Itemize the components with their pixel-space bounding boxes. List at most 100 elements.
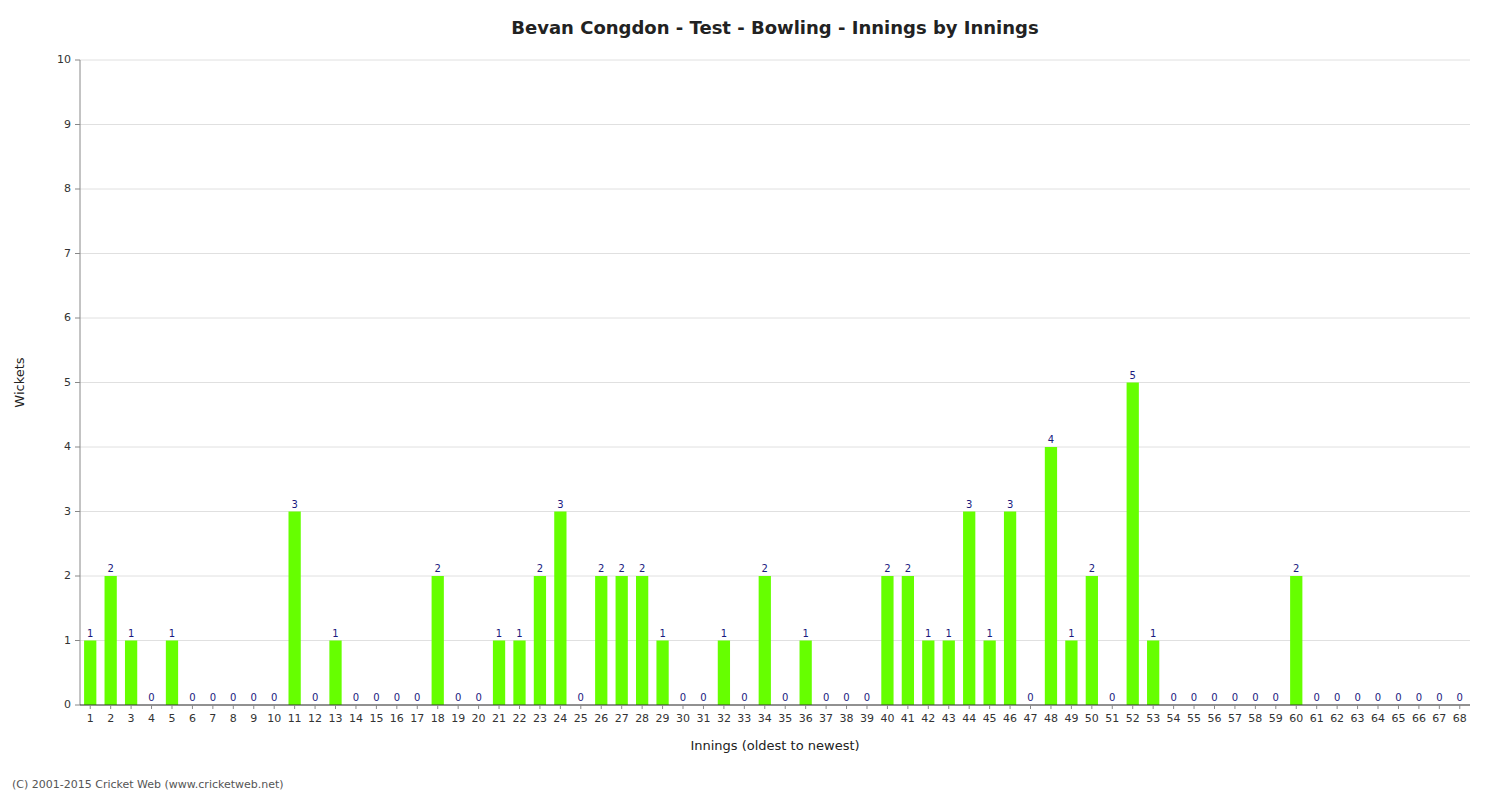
x-tick-label: 17 — [410, 712, 424, 725]
data-label: 0 — [823, 692, 829, 703]
chart-title: Bevan Congdon - Test - Bowling - Innings… — [511, 17, 1038, 38]
data-label: 0 — [1211, 692, 1217, 703]
grid-line — [80, 189, 1470, 190]
data-label: 0 — [1457, 692, 1463, 703]
x-tick — [1378, 705, 1379, 709]
bar — [1065, 641, 1077, 706]
x-tick — [1071, 705, 1072, 709]
x-tick — [1112, 705, 1113, 709]
x-tick — [417, 705, 418, 709]
x-axis-line — [80, 705, 1470, 706]
x-tick-label: 53 — [1146, 712, 1160, 725]
y-tick — [75, 124, 80, 125]
data-label: 2 — [905, 563, 911, 574]
grid-line — [80, 124, 1470, 125]
x-tick-label: 57 — [1228, 712, 1242, 725]
data-label: 2 — [107, 563, 113, 574]
data-label: 0 — [1436, 692, 1442, 703]
data-label: 0 — [578, 692, 584, 703]
x-tick — [376, 705, 377, 709]
bar — [513, 641, 525, 706]
x-tick — [233, 705, 234, 709]
bar — [1086, 576, 1098, 705]
y-tick — [75, 511, 80, 512]
y-tick-label: 8 — [64, 182, 71, 195]
x-tick-label: 29 — [656, 712, 670, 725]
data-label: 1 — [87, 628, 93, 639]
data-label: 3 — [966, 499, 972, 510]
bar — [554, 512, 566, 706]
x-tick-label: 61 — [1310, 712, 1324, 725]
data-label: 0 — [271, 692, 277, 703]
x-tick-label: 66 — [1412, 712, 1426, 725]
x-tick — [1050, 705, 1051, 709]
x-tick — [1296, 705, 1297, 709]
x-tick — [744, 705, 745, 709]
data-label: 2 — [1089, 563, 1095, 574]
bar — [125, 641, 137, 706]
x-tick — [621, 705, 622, 709]
bar — [922, 641, 934, 706]
data-label: 0 — [1354, 692, 1360, 703]
x-tick-label: 21 — [492, 712, 506, 725]
data-label: 1 — [516, 628, 522, 639]
grid-line — [80, 253, 1470, 254]
grid — [80, 60, 1470, 705]
data-label: 0 — [843, 692, 849, 703]
x-tick-label: 52 — [1126, 712, 1140, 725]
x-tick-label: 10 — [267, 712, 281, 725]
bar — [1045, 447, 1057, 705]
x-tick-label: 32 — [717, 712, 731, 725]
x-tick-label: 33 — [737, 712, 751, 725]
y-tick — [75, 640, 80, 641]
x-tick — [1010, 705, 1011, 709]
data-label: 2 — [435, 563, 441, 574]
data-label: 0 — [700, 692, 706, 703]
x-tick — [1357, 705, 1358, 709]
x-tick — [703, 705, 704, 709]
x-tick — [539, 705, 540, 709]
x-tick-label: 64 — [1371, 712, 1385, 725]
y-tick-label: 3 — [64, 505, 71, 518]
bar — [718, 641, 730, 706]
data-label: 3 — [291, 499, 297, 510]
data-label: 0 — [864, 692, 870, 703]
x-tick — [253, 705, 254, 709]
y-tick-label: 7 — [64, 247, 71, 260]
x-tick-label: 6 — [189, 712, 196, 725]
y-tick-label: 4 — [64, 440, 71, 453]
data-label: 0 — [1375, 692, 1381, 703]
x-axis-label: Innings (oldest to newest) — [690, 738, 859, 753]
bar — [493, 641, 505, 706]
x-tick-label: 23 — [533, 712, 547, 725]
y-tick-label: 0 — [64, 698, 71, 711]
x-tick — [1214, 705, 1215, 709]
x-tick-label: 43 — [942, 712, 956, 725]
x-tick-label: 22 — [512, 712, 526, 725]
x-tick-label: 7 — [209, 712, 216, 725]
x-tick — [212, 705, 213, 709]
x-tick-label: 1 — [87, 712, 94, 725]
x-tick — [1030, 705, 1031, 709]
bar — [432, 576, 444, 705]
bar — [329, 641, 341, 706]
x-tick-label: 3 — [128, 712, 135, 725]
x-tick — [1255, 705, 1256, 709]
x-tick-label: 40 — [880, 712, 894, 725]
x-tick — [1173, 705, 1174, 709]
x-tick-label: 67 — [1432, 712, 1446, 725]
bar — [1290, 576, 1302, 705]
grid-line — [80, 60, 1470, 61]
y-tick — [75, 705, 80, 706]
data-label: 0 — [148, 692, 154, 703]
y-tick-label: 5 — [64, 376, 71, 389]
x-tick — [458, 705, 459, 709]
x-tick — [1459, 705, 1460, 709]
data-label: 1 — [802, 628, 808, 639]
x-tick-label: 55 — [1187, 712, 1201, 725]
data-label: 2 — [884, 563, 890, 574]
x-tick-label: 15 — [369, 712, 383, 725]
data-label: 0 — [741, 692, 747, 703]
data-label: 0 — [1273, 692, 1279, 703]
data-label: 2 — [639, 563, 645, 574]
